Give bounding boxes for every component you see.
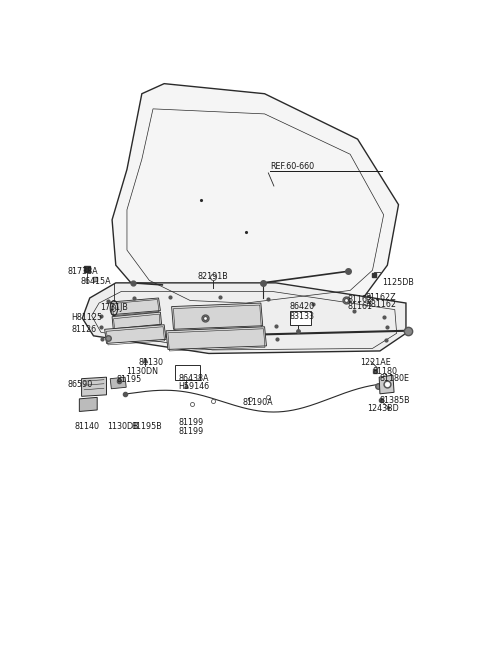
Polygon shape	[79, 398, 97, 411]
Text: 81190A: 81190A	[242, 398, 273, 407]
Polygon shape	[379, 375, 394, 394]
Text: 1130DB: 1130DB	[108, 422, 139, 431]
Text: 86590: 86590	[67, 381, 93, 389]
Text: 81180: 81180	[372, 367, 397, 375]
Text: 1243BD: 1243BD	[367, 404, 399, 413]
Polygon shape	[172, 303, 263, 329]
Text: 81195: 81195	[117, 375, 142, 384]
Polygon shape	[110, 298, 160, 314]
Polygon shape	[83, 283, 406, 354]
Text: 86438A: 86438A	[178, 374, 209, 383]
Bar	[175, 365, 200, 380]
Text: 1125DB: 1125DB	[382, 278, 414, 287]
Polygon shape	[105, 325, 166, 343]
Text: 81126: 81126	[71, 325, 96, 334]
Text: REF.60-660: REF.60-660	[270, 162, 314, 172]
Text: 81130: 81130	[139, 358, 164, 367]
Text: 83133: 83133	[290, 312, 315, 321]
Text: H81125: H81125	[71, 312, 102, 322]
Text: H81162: H81162	[365, 300, 396, 309]
Polygon shape	[110, 377, 126, 389]
Text: 86420: 86420	[290, 302, 315, 311]
Text: 81180E: 81180E	[379, 374, 409, 383]
Text: 81199: 81199	[178, 427, 204, 436]
Text: 81161: 81161	[347, 301, 372, 310]
Text: H59146: H59146	[178, 382, 209, 391]
Text: 1130DN: 1130DN	[126, 367, 158, 375]
Text: 81195B: 81195B	[132, 422, 162, 431]
Text: 1731JB: 1731JB	[100, 303, 128, 312]
Text: 81199: 81199	[178, 418, 204, 427]
Text: 81140: 81140	[75, 422, 100, 431]
Text: 81738A: 81738A	[67, 267, 98, 276]
Text: 81162Z: 81162Z	[365, 293, 396, 303]
Text: 81385B: 81385B	[380, 396, 410, 405]
Text: 86415A: 86415A	[81, 277, 111, 286]
Polygon shape	[82, 377, 107, 396]
Polygon shape	[166, 327, 266, 349]
Text: 1221AE: 1221AE	[360, 358, 391, 367]
Polygon shape	[112, 84, 398, 321]
Bar	[289, 310, 311, 325]
Text: 82191B: 82191B	[198, 272, 228, 281]
Text: 81162: 81162	[347, 295, 372, 304]
Polygon shape	[112, 312, 162, 329]
